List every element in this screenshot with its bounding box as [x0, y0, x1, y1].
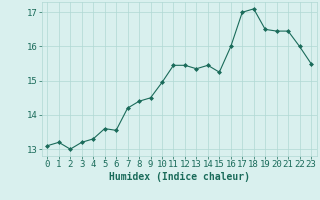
X-axis label: Humidex (Indice chaleur): Humidex (Indice chaleur)	[109, 172, 250, 182]
